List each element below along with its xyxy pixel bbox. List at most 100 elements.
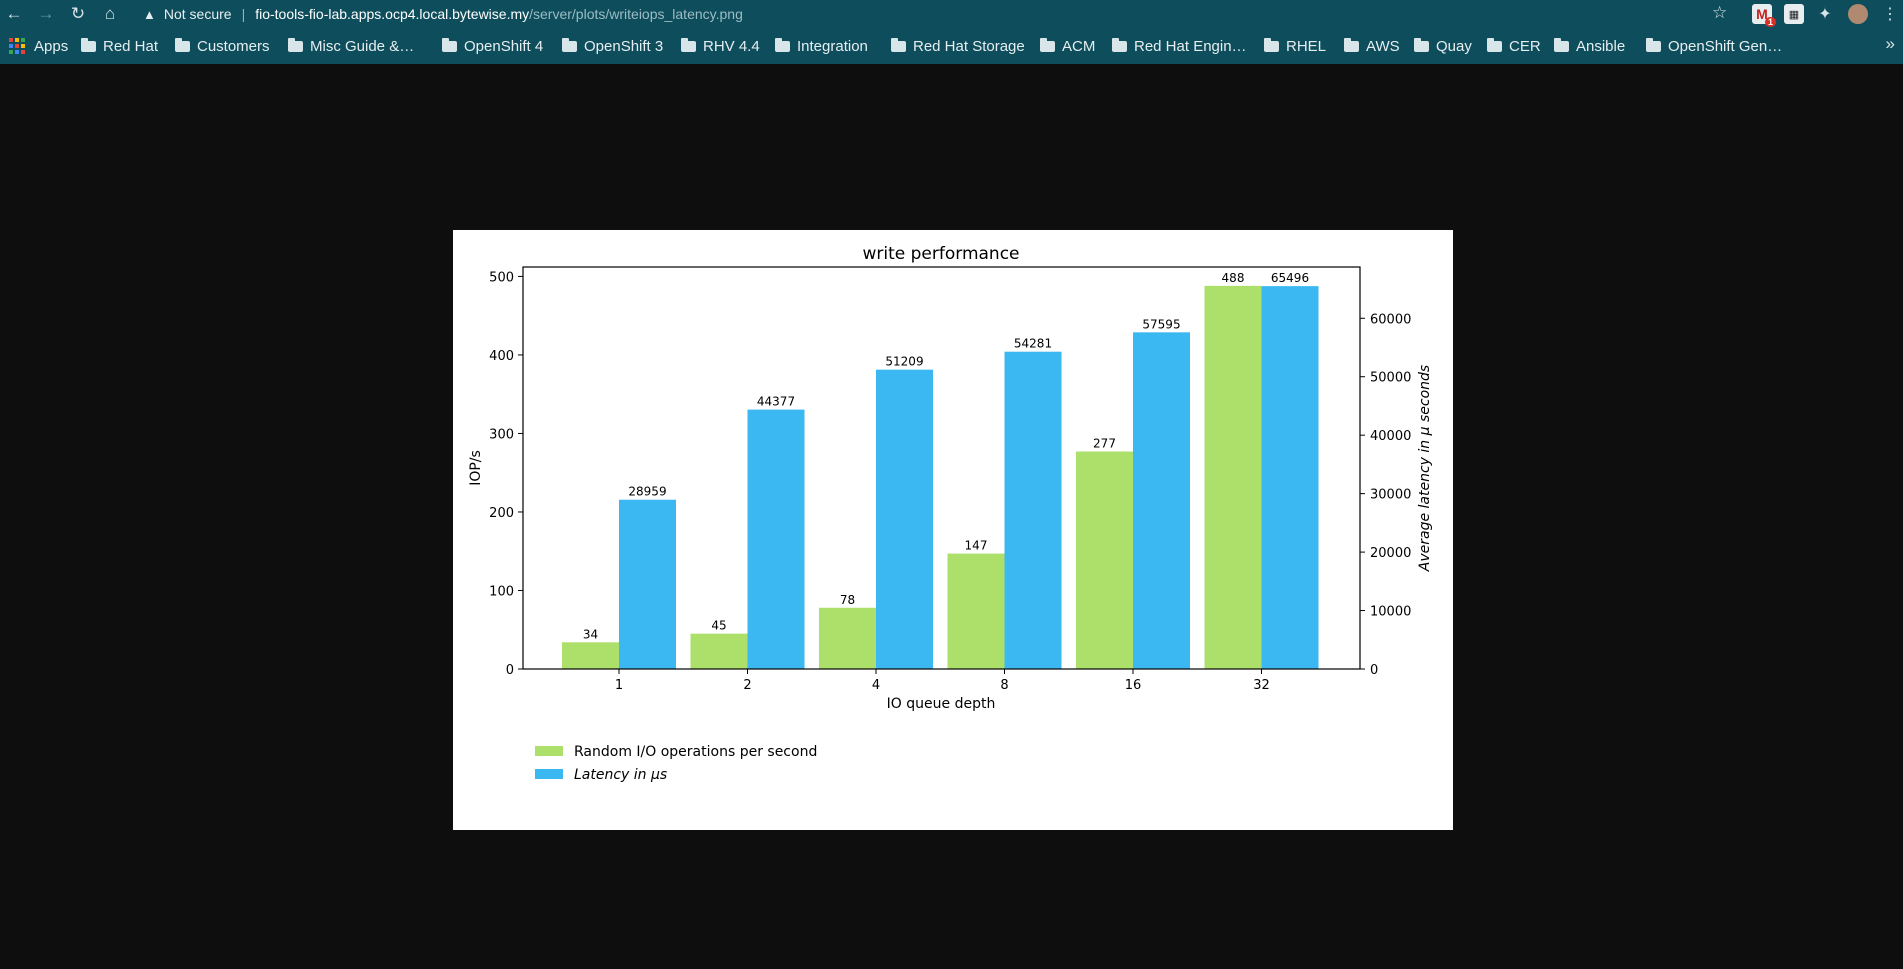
folder-icon bbox=[1344, 37, 1359, 52]
x-axis-label: IO queue depth bbox=[887, 696, 996, 712]
bookmark-label: Red Hat Storage bbox=[913, 37, 1025, 55]
x-tick-label: 8 bbox=[1000, 678, 1008, 693]
bookmark-folder[interactable]: Red Hat bbox=[81, 35, 158, 57]
y-axis-label-left: IOP/s bbox=[468, 450, 484, 486]
bookmark-folder[interactable]: Misc Guide &… bbox=[288, 35, 414, 57]
data-label-iops: 147 bbox=[965, 539, 988, 553]
bar-latency bbox=[747, 409, 805, 669]
bookmark-folder[interactable]: Integration bbox=[775, 35, 868, 57]
bookmark-label: RHEL bbox=[1286, 37, 1327, 55]
folder-icon bbox=[775, 37, 790, 52]
bookmarks-overflow-chevron-icon[interactable]: » bbox=[1885, 34, 1895, 53]
folder-icon bbox=[1040, 37, 1055, 52]
bookmark-folder[interactable]: RHEL bbox=[1264, 35, 1326, 57]
data-label-latency: 54281 bbox=[1014, 337, 1052, 351]
y-right-tick-label: 20000 bbox=[1370, 546, 1411, 561]
bar-iops bbox=[1076, 451, 1133, 669]
x-tick-label: 4 bbox=[872, 678, 880, 693]
bookmark-star-icon[interactable]: ☆ bbox=[1712, 3, 1728, 22]
folder-icon bbox=[1264, 37, 1279, 52]
gmail-badge: 1 bbox=[1764, 17, 1776, 27]
y-left-tick-label: 200 bbox=[489, 506, 514, 521]
bookmark-folder[interactable]: CER bbox=[1487, 35, 1541, 57]
bar-latency bbox=[1004, 351, 1062, 669]
bookmark-folder[interactable]: Quay bbox=[1414, 35, 1472, 57]
folder-icon bbox=[891, 37, 906, 52]
chart-title: write performance bbox=[862, 244, 1019, 264]
y-right-tick-label: 60000 bbox=[1370, 312, 1411, 327]
bar-latency bbox=[876, 369, 933, 669]
bookmark-folder[interactable]: ACM bbox=[1040, 35, 1095, 57]
bookmark-folder[interactable]: Customers bbox=[175, 35, 270, 57]
x-tick-label: 16 bbox=[1125, 678, 1142, 693]
folder-icon bbox=[1646, 37, 1661, 52]
y-left-tick-label: 500 bbox=[489, 270, 514, 285]
legend-swatch-iops bbox=[535, 746, 563, 756]
y-left-tick-label: 300 bbox=[489, 427, 514, 442]
bookmark-folder[interactable]: Red Hat Engin… bbox=[1112, 35, 1247, 57]
y-right-tick-label: 30000 bbox=[1370, 488, 1411, 503]
warning-triangle-icon: ▲ bbox=[143, 6, 156, 22]
x-tick-label: 2 bbox=[743, 678, 751, 693]
security-label[interactable]: Not secure bbox=[163, 6, 232, 22]
back-arrow-icon[interactable]: ← bbox=[5, 4, 23, 23]
profile-avatar[interactable] bbox=[1848, 4, 1868, 24]
y-right-tick-label: 50000 bbox=[1370, 371, 1411, 386]
bookmark-folder[interactable]: RHV 4.4 bbox=[681, 35, 760, 57]
y-left-tick-label: 100 bbox=[489, 584, 514, 599]
bookmark-apps[interactable]: Apps bbox=[9, 35, 68, 57]
folder-icon bbox=[562, 37, 577, 52]
legend-label-iops: Random I/O operations per second bbox=[574, 744, 817, 760]
bar-iops bbox=[819, 607, 876, 669]
bookmark-label: OpenShift Gen… bbox=[1668, 37, 1783, 55]
bookmark-folder[interactable]: Red Hat Storage bbox=[891, 35, 1025, 57]
bookmark-label: Apps bbox=[34, 37, 69, 55]
browser-toolbar: ← → ↻ ⌂ ▲ Not secure | fio-tools-fio-lab… bbox=[0, 0, 1903, 28]
data-label-latency: 65496 bbox=[1271, 271, 1309, 285]
bookmarks-bar: Apps Red Hat Customers Misc Guide &… Ope… bbox=[0, 28, 1903, 64]
folder-icon bbox=[1487, 37, 1502, 52]
bookmark-folder[interactable]: AWS bbox=[1344, 35, 1400, 57]
data-label-latency: 28959 bbox=[628, 485, 666, 499]
plot-image: write performance 34 28959 45 44377 78 51209 1… bbox=[453, 230, 1453, 830]
omnibox-divider: | bbox=[241, 6, 246, 22]
data-label-iops: 277 bbox=[1093, 437, 1116, 451]
legend: Random I/O operations per second Latency… bbox=[535, 744, 817, 783]
data-label-iops: 488 bbox=[1222, 271, 1245, 285]
menu-kebab-icon[interactable]: ⋮ bbox=[1882, 6, 1898, 23]
ticks-group: 1 2 4 8 16 32 0 100 200 300 400 500 0 10000 20000 30000… bbox=[489, 270, 1411, 693]
y-right-tick-label: 0 bbox=[1370, 663, 1378, 678]
bookmark-folder[interactable]: Ansible bbox=[1554, 35, 1625, 57]
data-label-latency: 57595 bbox=[1142, 317, 1180, 331]
folder-icon bbox=[442, 37, 457, 52]
home-icon[interactable]: ⌂ bbox=[104, 4, 116, 23]
bars-group: 34 28959 45 44377 78 51209 147 54281 277 57595 488… bbox=[562, 271, 1319, 669]
bookmark-folder[interactable]: OpenShift Gen… bbox=[1646, 35, 1782, 57]
bookmark-folder[interactable]: OpenShift 3 bbox=[562, 35, 663, 57]
bookmark-label: Red Hat Engin… bbox=[1134, 37, 1247, 55]
bookmark-label: Integration bbox=[797, 37, 868, 55]
legend-label-latency: Latency in μs bbox=[574, 767, 667, 783]
y-axis-label-right: Average latency in μ seconds bbox=[1417, 365, 1433, 572]
bookmark-label: CER bbox=[1509, 37, 1541, 55]
bookmark-label: Quay bbox=[1436, 37, 1472, 55]
y-right-tick-label: 10000 bbox=[1370, 605, 1411, 620]
reload-icon[interactable]: ↻ bbox=[70, 4, 86, 23]
bookmark-label: OpenShift 3 bbox=[584, 37, 664, 55]
data-label-iops: 34 bbox=[583, 627, 598, 641]
qr-code-extension-icon[interactable]: ▦ bbox=[1784, 4, 1804, 24]
gmail-extension-icon[interactable]: M 1 bbox=[1752, 4, 1776, 27]
y-left-tick-label: 400 bbox=[489, 349, 514, 364]
extensions-puzzle-icon[interactable]: ✦ bbox=[1818, 6, 1832, 23]
bookmark-folder[interactable]: OpenShift 4 bbox=[442, 35, 543, 57]
address-bar[interactable]: ▲ Not secure | fio-tools-fio-lab.apps.oc… bbox=[135, 0, 1735, 28]
data-label-latency: 44377 bbox=[757, 395, 795, 409]
folder-icon bbox=[175, 37, 190, 52]
url-path: /server/plots/writeiops_latency.png bbox=[529, 6, 743, 22]
forward-arrow-icon[interactable]: → bbox=[37, 4, 55, 23]
data-label-iops: 45 bbox=[711, 619, 726, 633]
bar-iops bbox=[947, 553, 1005, 669]
folder-icon bbox=[1414, 37, 1429, 52]
bookmark-label: ACM bbox=[1062, 37, 1096, 55]
bookmark-label: Misc Guide &… bbox=[310, 37, 415, 55]
